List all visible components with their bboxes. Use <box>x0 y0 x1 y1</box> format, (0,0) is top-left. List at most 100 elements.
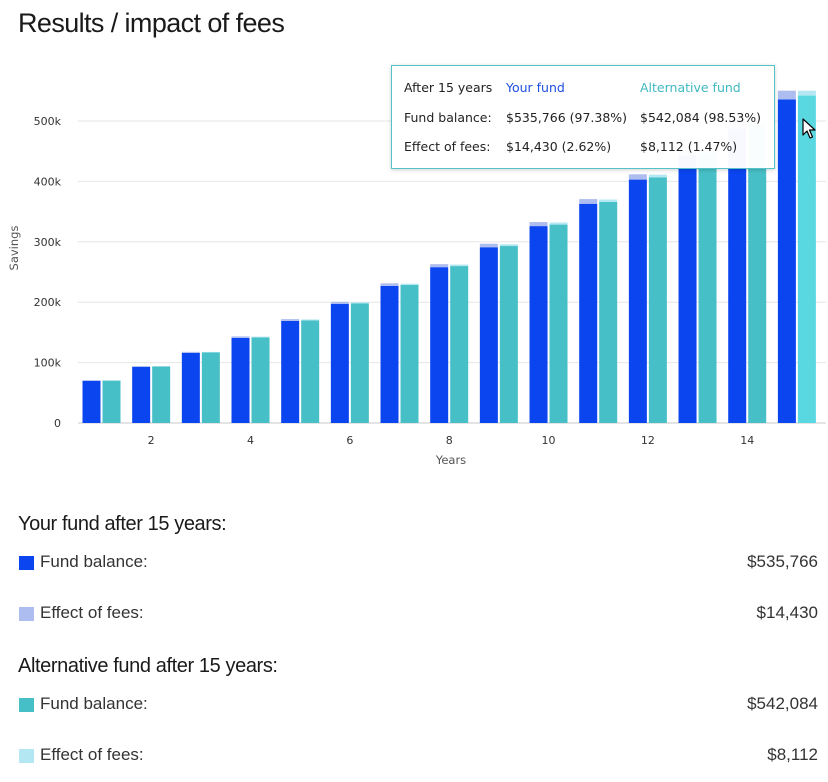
bar-your-fund-balance[interactable] <box>380 285 399 423</box>
fees-bar-chart: 0 100k 200k 300k 400k 500k 2 4 6 8 10 12 14 Savings… <box>7 90 826 467</box>
bar-alt-fund-balance[interactable] <box>648 177 667 423</box>
bar-alt-fund-balance[interactable] <box>102 380 121 423</box>
bar-your-fund-balance[interactable] <box>82 380 101 423</box>
bar-alt-fund-fees[interactable] <box>350 302 369 304</box>
y-axis-ticks: 0 100k 200k 300k 400k 500k <box>34 115 62 430</box>
bar-alt-fund-fees[interactable] <box>797 90 816 96</box>
x-tick-label: 12 <box>641 434 655 447</box>
bar-alt-fund-balance[interactable] <box>450 266 469 423</box>
x-tick-label: 2 <box>148 434 155 447</box>
bar-alt-fund-fees[interactable] <box>251 336 270 338</box>
bar-your-fund-balance[interactable] <box>678 155 697 423</box>
mouse-cursor-icon <box>802 118 816 139</box>
bar-your-fund-balance[interactable] <box>579 203 598 423</box>
bar-alt-fund-fees[interactable] <box>499 244 518 247</box>
x-tick-label: 4 <box>247 434 254 447</box>
bar-your-fund-fees[interactable] <box>281 319 300 321</box>
x-axis-title: Years <box>435 453 466 467</box>
tooltip-your-fund: Your fund <box>506 80 565 95</box>
bar-your-fund-balance[interactable] <box>529 226 548 423</box>
bar-your-fund-fees[interactable] <box>479 243 498 248</box>
bar-your-fund-fees[interactable] <box>777 90 796 100</box>
alt-balance-legend-swatch <box>19 698 34 712</box>
bar-alt-fund-balance[interactable] <box>549 224 568 423</box>
bar-your-fund-fees[interactable] <box>579 199 598 204</box>
tooltip-alt-balance: $542,084 (98.53%) <box>640 110 762 125</box>
bar-your-fund-fees[interactable] <box>231 336 250 338</box>
bar-your-fund-balance[interactable] <box>479 247 498 423</box>
bar-alt-fund-fees[interactable] <box>201 351 220 353</box>
bar-your-fund-fees[interactable] <box>529 222 548 227</box>
bar-alt-fund-balance[interactable] <box>748 125 767 423</box>
tooltip-your-fees: $14,430 (2.62%) <box>506 139 612 154</box>
y-tick-label: 500k <box>34 115 62 128</box>
bar-alt-fund-balance[interactable] <box>301 320 320 423</box>
bar-your-fund-balance[interactable] <box>430 267 449 423</box>
your-fund-balance-row: Fund balance: $535,766 <box>18 552 818 574</box>
bar-alt-fund-fees[interactable] <box>648 174 667 178</box>
bar-alt-fund-balance[interactable] <box>251 337 270 423</box>
y-tick-label: 400k <box>34 175 62 188</box>
bar-alt-fund-balance[interactable] <box>201 352 220 423</box>
your-fees-label: Effect of fees: <box>40 603 144 622</box>
your-balance-label: Fund balance: <box>40 552 148 571</box>
bar-your-fund-fees[interactable] <box>181 351 200 353</box>
chart-bars[interactable] <box>82 90 816 424</box>
chart-tooltip: After 15 years Your fund Alternative fun… <box>391 65 775 169</box>
alt-fund-fees-row: Effect of fees: $8,112 <box>18 745 818 767</box>
bar-alt-fund-balance[interactable] <box>499 246 518 423</box>
alt-fees-label: Effect of fees: <box>40 745 144 764</box>
your-balance-legend-swatch <box>19 556 34 570</box>
your-fund-fees-row: Effect of fees: $14,430 <box>18 603 818 625</box>
bar-alt-fund-fees[interactable] <box>400 283 419 285</box>
bar-your-fund-fees[interactable] <box>132 366 151 367</box>
bar-your-fund-balance[interactable] <box>231 337 250 423</box>
tooltip-balance-label: Fund balance: <box>404 110 492 125</box>
bar-alt-fund-balance[interactable] <box>698 153 717 423</box>
x-axis-ticks: 2 4 6 8 10 12 14 <box>148 434 755 447</box>
alt-fees-legend-swatch <box>19 749 34 763</box>
alt-balance-value: $542,084 <box>747 694 818 713</box>
bar-your-fund-balance[interactable] <box>181 352 200 423</box>
bar-your-fund-balance[interactable] <box>728 128 747 424</box>
x-tick-label: 14 <box>740 434 754 447</box>
alt-fund-balance-row: Fund balance: $542,084 <box>18 694 818 716</box>
y-tick-label: 100k <box>34 357 62 370</box>
bar-your-fund-fees[interactable] <box>430 264 449 268</box>
bar-your-fund-balance[interactable] <box>628 179 647 423</box>
bar-your-fund-fees[interactable] <box>628 174 647 180</box>
your-fees-legend-swatch <box>19 607 34 621</box>
your-fund-heading: Your fund after 15 years: <box>18 513 227 535</box>
bar-alt-fund-balance[interactable] <box>350 303 369 423</box>
bar-alt-fund-fees[interactable] <box>450 264 469 267</box>
tooltip-alt-fund: Alternative fund <box>640 80 741 95</box>
y-tick-label: 200k <box>34 296 62 309</box>
bar-alt-fund-balance[interactable] <box>599 201 618 423</box>
bar-your-fund-balance[interactable] <box>281 320 300 423</box>
alt-fund-heading: Alternative fund after 15 years: <box>18 655 278 677</box>
bar-alt-fund-fees[interactable] <box>301 319 320 321</box>
bar-alt-fund-balance[interactable] <box>797 95 816 423</box>
tooltip-fees-label: Effect of fees: <box>404 139 491 154</box>
x-tick-label: 10 <box>542 434 556 447</box>
bar-your-fund-balance[interactable] <box>330 304 349 423</box>
x-tick-label: 6 <box>346 434 353 447</box>
bar-your-fund-fees[interactable] <box>380 283 399 286</box>
bar-alt-fund-fees[interactable] <box>549 222 568 225</box>
bar-your-fund-balance[interactable] <box>777 99 796 423</box>
page-title: Results / impact of fees <box>18 8 285 38</box>
your-fees-value: $14,430 <box>756 603 818 622</box>
bar-your-fund-balance[interactable] <box>132 366 151 423</box>
your-balance-value: $535,766 <box>747 552 818 571</box>
tooltip-header: After 15 years <box>404 80 493 95</box>
y-tick-label: 0 <box>54 417 61 430</box>
y-tick-label: 300k <box>34 236 62 249</box>
alt-balance-label: Fund balance: <box>40 694 148 713</box>
alt-fees-value: $8,112 <box>767 745 818 764</box>
bar-your-fund-fees[interactable] <box>330 301 349 305</box>
bar-alt-fund-fees[interactable] <box>599 199 618 202</box>
y-axis-title: Savings <box>7 226 21 271</box>
x-tick-label: 8 <box>446 434 453 447</box>
bar-alt-fund-balance[interactable] <box>400 284 419 423</box>
bar-alt-fund-balance[interactable] <box>152 366 171 423</box>
